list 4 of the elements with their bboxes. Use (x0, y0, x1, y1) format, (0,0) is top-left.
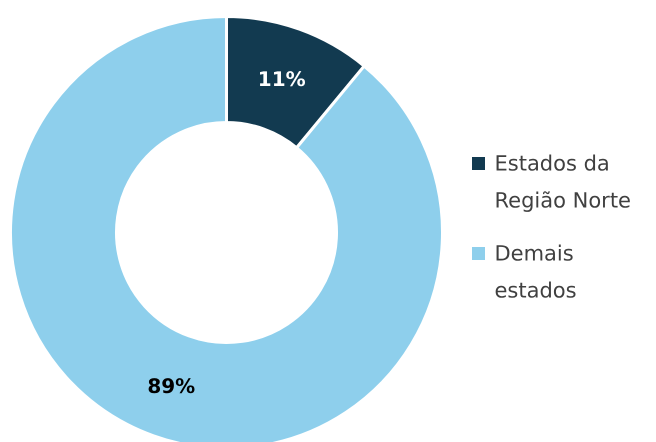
data-label: 89% (147, 374, 196, 398)
legend-label: Demais estados (494, 242, 577, 302)
data-label: 11% (258, 67, 306, 92)
legend-label: Estados da Região Norte (494, 152, 631, 212)
